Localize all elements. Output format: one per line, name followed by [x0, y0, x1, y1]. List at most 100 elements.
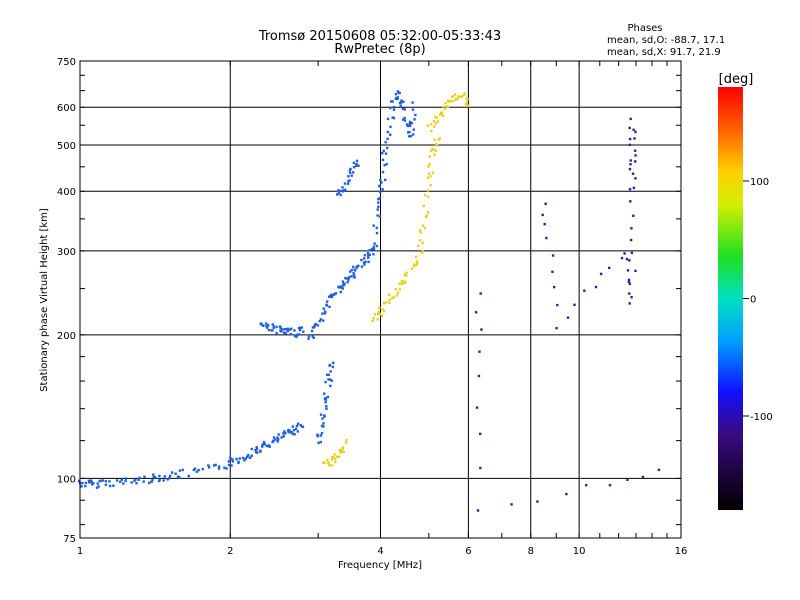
data-point [412, 263, 416, 266]
data-point [84, 484, 87, 488]
data-point [150, 480, 153, 484]
data-point [607, 266, 611, 270]
data-point [260, 323, 263, 326]
data-point [413, 264, 416, 268]
data-point [313, 325, 316, 329]
data-point [418, 239, 422, 242]
data-point [293, 329, 296, 332]
data-point [441, 114, 445, 118]
data-point [408, 122, 411, 125]
data-point [456, 97, 459, 101]
data-point [477, 374, 481, 378]
data-point [130, 481, 133, 484]
data-point [333, 453, 336, 456]
data-point [322, 425, 325, 428]
data-point [398, 282, 401, 285]
data-point [243, 459, 246, 462]
data-point [112, 484, 115, 487]
data-point [291, 432, 294, 435]
data-point [355, 162, 358, 166]
data-point [566, 316, 570, 319]
data-point [634, 177, 637, 180]
data-point [423, 226, 427, 230]
data-point [292, 428, 296, 432]
grid-lines [80, 61, 681, 538]
data-point [244, 457, 248, 460]
data-point [415, 260, 419, 263]
data-point [372, 253, 375, 256]
data-point [435, 142, 438, 146]
data-point [343, 188, 347, 192]
data-point [381, 158, 385, 162]
data-point [376, 208, 379, 211]
data-point [347, 276, 351, 279]
data-point [299, 326, 302, 329]
data-point [372, 224, 375, 227]
data-point [438, 113, 442, 116]
data-point [157, 479, 161, 483]
data-point [426, 124, 430, 127]
data-point [421, 241, 424, 244]
data-point [227, 460, 231, 463]
data-point [168, 476, 171, 480]
data-point [348, 171, 352, 175]
data-point [432, 148, 435, 151]
data-point [267, 328, 271, 332]
data-point [327, 462, 330, 465]
data-point [320, 432, 324, 435]
data-point [396, 97, 399, 101]
data-point [328, 464, 331, 467]
data-point [294, 427, 298, 430]
data-point [382, 310, 386, 313]
data-point [265, 326, 269, 329]
data-point [370, 248, 374, 251]
data-point [97, 485, 100, 488]
data-point [360, 265, 364, 268]
data-point [336, 193, 339, 196]
data-point [357, 264, 360, 267]
data-point [398, 91, 401, 95]
data-point [265, 444, 268, 448]
data-point [435, 116, 438, 119]
data-point [331, 293, 334, 297]
data-point [415, 261, 419, 265]
data-point [279, 326, 282, 329]
data-point [405, 274, 408, 277]
data-point [373, 242, 376, 245]
data-point [148, 481, 151, 485]
data-point [248, 456, 252, 459]
data-point [422, 204, 425, 208]
data-point [80, 485, 83, 488]
data-point [443, 107, 446, 111]
data-point [376, 214, 379, 217]
data-point [99, 479, 102, 483]
data-point [447, 99, 450, 103]
data-point [316, 434, 319, 438]
data-point [411, 101, 414, 104]
data-point [628, 126, 631, 130]
y-tick-label: 500 [57, 141, 76, 152]
data-point [424, 215, 428, 219]
data-point [280, 436, 283, 439]
data-point [632, 214, 635, 217]
data-point [282, 432, 285, 435]
data-point [403, 116, 406, 120]
data-point [383, 163, 386, 167]
data-point [445, 105, 449, 108]
data-point [377, 310, 381, 314]
data-point [415, 263, 418, 266]
data-point [237, 460, 240, 464]
data-point [319, 413, 323, 416]
data-point [323, 310, 327, 313]
data-point [286, 327, 290, 330]
data-point [343, 182, 347, 185]
data-point [90, 480, 93, 484]
data-point [250, 447, 253, 451]
data-point [406, 124, 410, 128]
data-point [438, 137, 441, 140]
data-point [466, 104, 469, 107]
data-point [192, 468, 196, 472]
data-point [108, 480, 111, 483]
y-tick-label: 400 [57, 187, 76, 198]
data-point [328, 305, 331, 309]
